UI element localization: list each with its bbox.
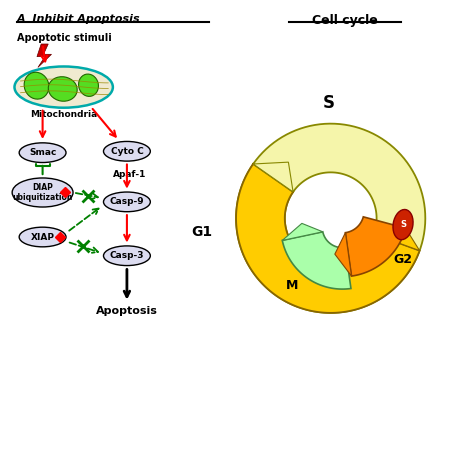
Polygon shape	[335, 233, 352, 276]
Text: Apoptotic stimuli: Apoptotic stimuli	[17, 33, 111, 43]
Text: A  Inhibit Apoptosis: A Inhibit Apoptosis	[17, 15, 140, 25]
Polygon shape	[253, 162, 293, 192]
Text: Cell cycle: Cell cycle	[312, 15, 378, 27]
Ellipse shape	[48, 77, 77, 101]
Text: Mitochondria: Mitochondria	[30, 109, 97, 118]
Text: G1: G1	[191, 225, 213, 239]
Ellipse shape	[19, 143, 66, 163]
Ellipse shape	[103, 141, 150, 161]
Ellipse shape	[19, 227, 66, 247]
Polygon shape	[346, 217, 406, 276]
Polygon shape	[236, 164, 419, 313]
Text: Smac: Smac	[29, 148, 56, 157]
Ellipse shape	[103, 246, 150, 265]
Text: S: S	[400, 220, 406, 229]
Text: DIAP
ubiquitization: DIAP ubiquitization	[12, 183, 73, 202]
Text: Cyto C: Cyto C	[110, 147, 143, 156]
Text: G2: G2	[393, 253, 412, 266]
Ellipse shape	[103, 192, 150, 212]
Text: Casp-3: Casp-3	[109, 251, 144, 260]
Polygon shape	[236, 124, 425, 313]
Polygon shape	[283, 223, 323, 240]
Ellipse shape	[24, 72, 49, 99]
Ellipse shape	[393, 210, 413, 240]
Text: S: S	[322, 94, 334, 112]
Ellipse shape	[15, 66, 113, 108]
Text: M: M	[286, 279, 298, 292]
Text: Apaf-1: Apaf-1	[112, 170, 146, 179]
Polygon shape	[374, 221, 419, 251]
Polygon shape	[37, 44, 52, 67]
Ellipse shape	[12, 178, 73, 207]
Text: Casp-9: Casp-9	[109, 197, 144, 206]
Polygon shape	[283, 232, 351, 289]
Text: XIAP: XIAP	[31, 233, 55, 241]
Text: Apoptosis: Apoptosis	[96, 306, 158, 316]
Ellipse shape	[79, 74, 99, 96]
